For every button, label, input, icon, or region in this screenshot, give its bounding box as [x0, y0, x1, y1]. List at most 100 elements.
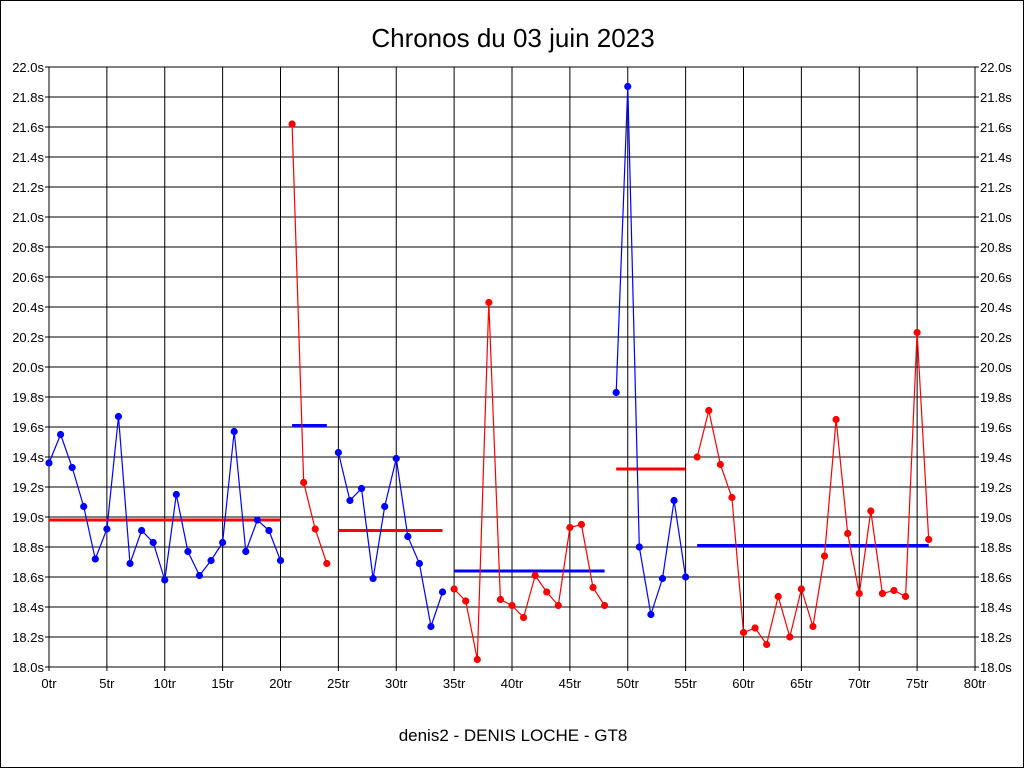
data-point: [624, 82, 632, 91]
data-point: [369, 574, 377, 583]
data-point: [103, 525, 111, 533]
y-tick-label-right: 18.6s: [980, 570, 1012, 585]
y-tick-label-right: 19.8s: [980, 390, 1012, 405]
series-line: [453, 302, 606, 660]
y-tick-label-right: 21.4s: [980, 150, 1012, 165]
data-point: [462, 597, 470, 605]
data-point: [890, 586, 898, 595]
data-point: [716, 460, 724, 469]
data-point: [820, 552, 829, 560]
data-point: [323, 559, 331, 568]
data-point: [195, 571, 204, 580]
y-tick-label-right: 19.2s: [980, 480, 1012, 495]
data-point: [230, 427, 238, 436]
data-point: [751, 624, 759, 632]
data-point: [913, 328, 921, 337]
data-point: [901, 592, 910, 601]
x-tick-label: 70tr: [848, 676, 871, 691]
y-tick-label-left: 20.8s: [12, 240, 44, 255]
data-point: [635, 543, 643, 551]
y-tick-label-left: 18.8s: [12, 540, 44, 555]
data-point: [925, 535, 933, 544]
y-tick-label-left: 20.0s: [12, 360, 44, 375]
data-point: [427, 622, 435, 631]
data-point: [612, 388, 620, 397]
y-tick-label-left: 18.4s: [12, 600, 44, 615]
data-point: [381, 502, 389, 511]
data-point: [265, 526, 273, 535]
data-point: [357, 484, 366, 493]
y-tick-label-right: 20.4s: [980, 300, 1012, 315]
x-tick-label: 25tr: [327, 676, 350, 691]
y-tick-label-right: 19.4s: [980, 450, 1012, 465]
x-tick-label: 5tr: [99, 676, 115, 691]
x-tick-label: 50tr: [617, 676, 640, 691]
data-point: [878, 589, 887, 598]
y-tick-label-left: 22.0s: [12, 60, 44, 75]
x-axis-label: denis2 - DENIS LOCHE - GT8: [399, 726, 628, 745]
y-tick-label-right: 19.6s: [980, 420, 1012, 435]
data-point: [786, 633, 794, 641]
x-tick-label: 65tr: [790, 676, 813, 691]
data-point: [832, 415, 840, 424]
y-tick-label-left: 19.2s: [12, 480, 44, 495]
data-point: [161, 576, 169, 584]
data-point: [867, 507, 875, 515]
grid: [45, 66, 979, 671]
y-tick-label-right: 20.0s: [980, 360, 1012, 375]
data-point: [473, 655, 481, 664]
data-point: [739, 628, 748, 637]
data-point: [56, 430, 65, 439]
x-tick-label: 0tr: [41, 676, 57, 691]
data-point: [577, 520, 586, 529]
data-point: [763, 640, 771, 649]
x-tick-label: 15tr: [211, 676, 234, 691]
data-point: [114, 412, 123, 421]
average-lines: [49, 424, 929, 573]
y-tick-label-left: 20.4s: [12, 300, 44, 315]
y-tick-label-left: 21.2s: [12, 180, 44, 195]
data-point: [311, 525, 319, 533]
data-point: [392, 454, 400, 463]
y-tick-label-right: 18.8s: [980, 540, 1012, 555]
series-line: [291, 123, 328, 564]
x-tick-label: 45tr: [559, 676, 582, 691]
data-point: [184, 547, 192, 556]
y-tick-label-left: 21.6s: [12, 120, 44, 135]
data-point: [589, 583, 597, 592]
series-line: [696, 332, 930, 646]
x-tick-label: 75tr: [906, 676, 929, 691]
data-point: [797, 585, 805, 593]
data-point: [45, 459, 53, 467]
data-point: [172, 490, 180, 499]
data-point: [276, 556, 285, 565]
data-point: [91, 555, 99, 563]
data-point: [207, 556, 215, 565]
x-tick-label: 60tr: [732, 676, 755, 691]
data-point: [288, 120, 296, 128]
data-point: [647, 610, 655, 619]
x-tick-label: 40tr: [501, 676, 524, 691]
y-tick-label-right: 21.2s: [980, 180, 1012, 195]
y-tick-label-left: 20.2s: [12, 330, 44, 345]
data-point: [508, 601, 516, 610]
data-point: [566, 523, 574, 532]
y-tick-label-right: 22.0s: [980, 60, 1012, 75]
data-point: [404, 532, 412, 541]
data-point: [543, 588, 551, 596]
x-tick-label: 35tr: [443, 676, 466, 691]
y-tick-label-right: 20.2s: [980, 330, 1012, 345]
data-point: [693, 453, 701, 461]
data-point: [485, 298, 493, 307]
data-point: [450, 585, 458, 593]
data-point: [415, 559, 423, 568]
data-point: [682, 573, 690, 581]
data-point: [844, 529, 852, 538]
y-tick-label-right: 20.8s: [980, 240, 1012, 255]
y-tick-label-left: 18.0s: [12, 660, 44, 675]
y-tick-label-left: 19.4s: [12, 450, 44, 465]
y-tick-label-left: 21.8s: [12, 90, 44, 105]
x-tick-label: 55tr: [674, 676, 697, 691]
